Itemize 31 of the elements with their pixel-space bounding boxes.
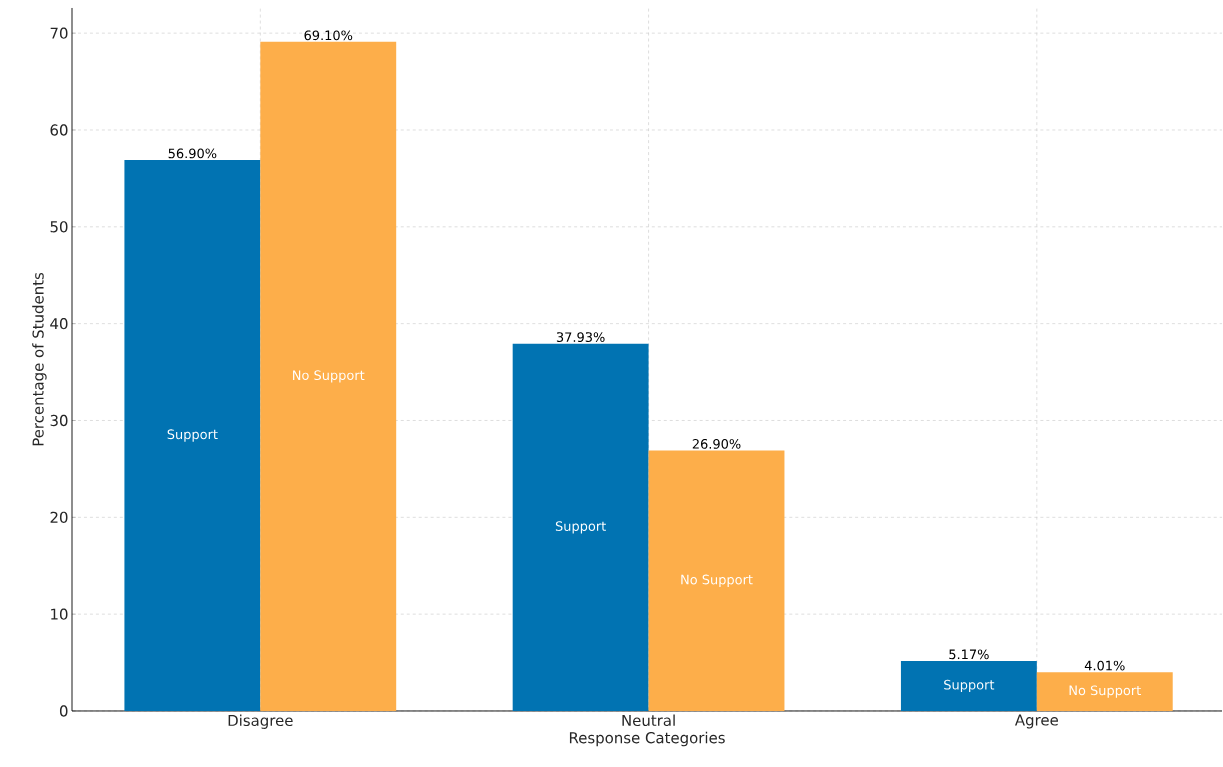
y-tick-label: 70 [50, 27, 68, 39]
data-label: 5.17% [949, 649, 989, 660]
y-tick-label: 30 [50, 414, 68, 427]
data-label: 69.10% [304, 30, 353, 41]
y-tick-label: 10 [51, 608, 68, 620]
bar [260, 41, 397, 711]
y-tick-label: 0 [59, 705, 68, 717]
data-label: 56.90% [168, 148, 217, 159]
text: Support [167, 429, 218, 442]
data-label: 37.93% [556, 332, 605, 342]
x-tick-label: Neutral [622, 714, 675, 727]
y-tick-label: 40 [50, 318, 68, 330]
data-label: 4.01% [1084, 660, 1125, 671]
y-tick-label: 60 [50, 124, 68, 136]
y-tick-label: 20 [50, 511, 68, 523]
x-axis-title: Response Categories [569, 731, 725, 747]
text: No Support [293, 370, 365, 383]
data-label: 26.90% [692, 439, 741, 449]
y-axis-title: Percentage of Students [32, 272, 47, 446]
x-tick-label: Disagree [228, 714, 293, 729]
text: Support [555, 521, 606, 534]
bar [648, 450, 785, 711]
text: No Support [681, 574, 753, 587]
series-label: Support [944, 679, 995, 693]
x-tick-label: Agree [1014, 714, 1058, 729]
bar [512, 343, 649, 711]
bar [1036, 672, 1173, 711]
y-tick-label: 50 [50, 221, 68, 233]
bar [900, 660, 1037, 711]
bar [124, 160, 261, 711]
series-label: No Support [1069, 685, 1141, 698]
